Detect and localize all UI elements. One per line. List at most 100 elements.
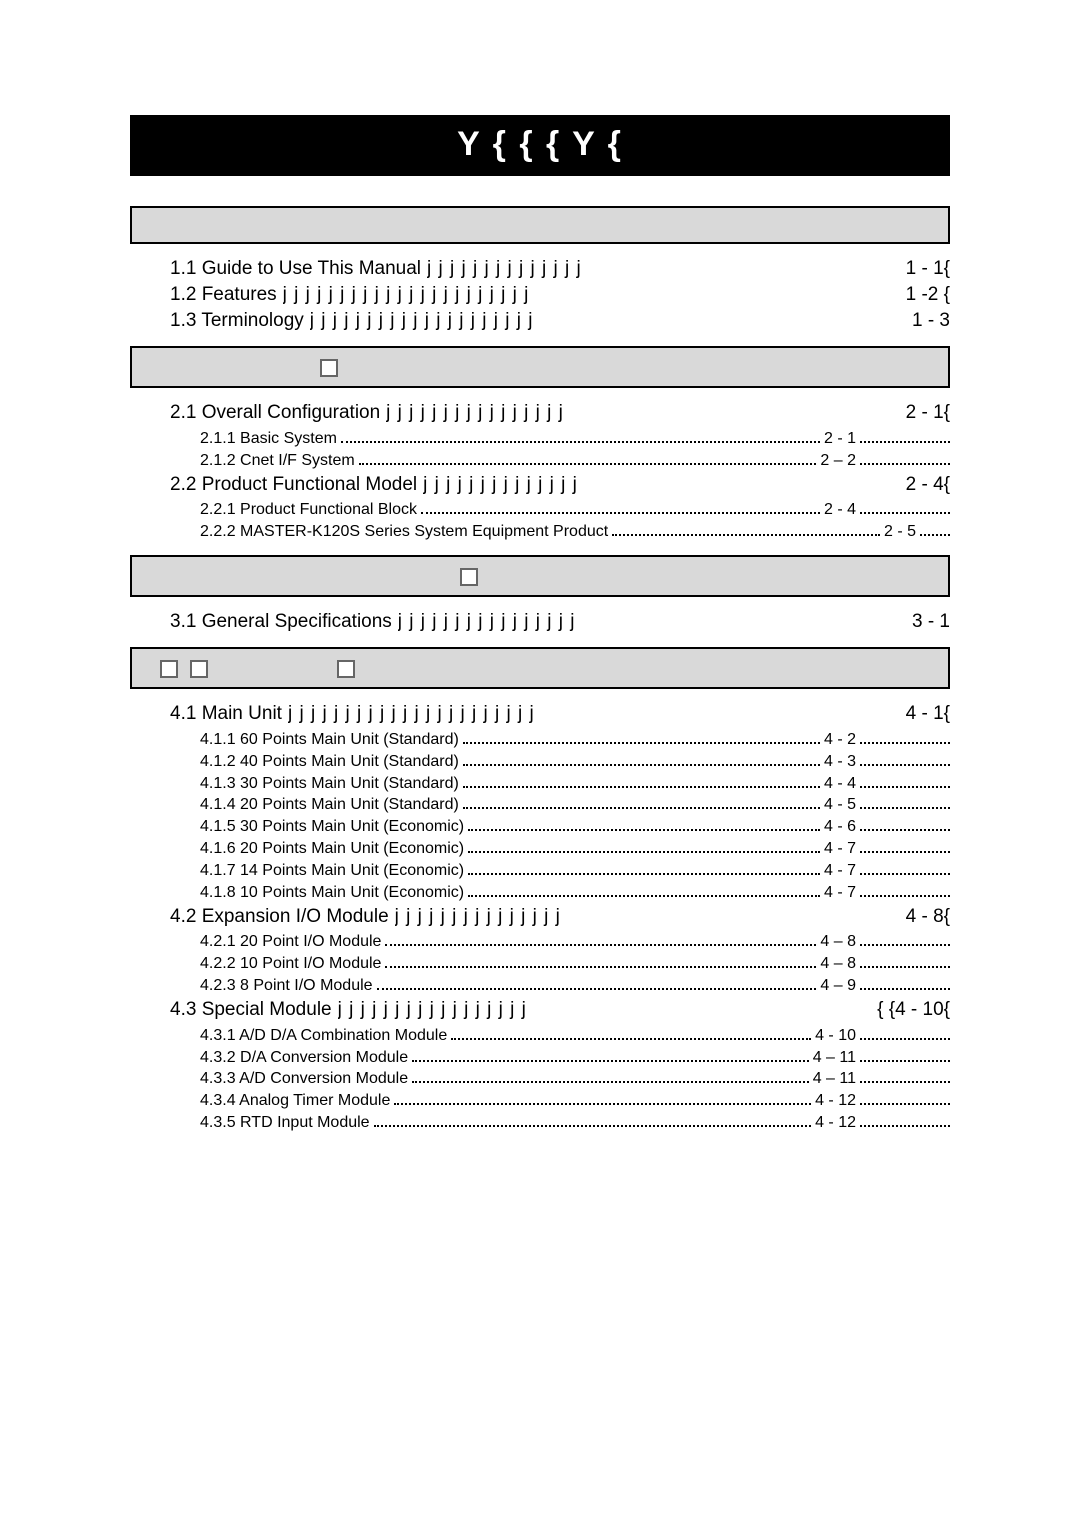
section-page: 1 - 3: [912, 310, 950, 332]
toc-subsection: 4.3.5 RTD Input Module4 - 12: [200, 1112, 950, 1132]
sub-fill: [463, 729, 820, 744]
toc-subsection: 2.2.1 Product Functional Block 2 - 4: [200, 500, 950, 520]
sub-page: 4 - 10: [815, 1027, 856, 1045]
trail-dots: [860, 1112, 950, 1127]
toc-subsection: 4.1.4 20 Points Main Unit (Standard) 4 - …: [200, 795, 950, 815]
sub-label: 4.1.2 40 Points Main Unit (Standard): [200, 753, 459, 771]
chapter4-checkbox-1: [160, 660, 178, 678]
toc-subsection: 4.3.3 A/D Conversion Module4 – 11: [200, 1069, 950, 1089]
trail-dots: [860, 1069, 950, 1084]
sub-page: 4 – 11: [813, 1049, 856, 1067]
toc-section: 2.2 Product Functional Modelj j j j j j …: [170, 474, 950, 496]
sub-page: 2 - 5: [884, 523, 916, 541]
section-page: 4 - 1{: [906, 703, 950, 725]
sub-fill: [385, 932, 816, 947]
section-fill: j j j j j j j j j j j j j j j j j j j j: [310, 310, 906, 332]
sub-label: 4.1.3 30 Points Main Unit (Standard): [200, 775, 459, 793]
section-label: 1.2 Features: [170, 284, 277, 306]
trail-dots: [860, 882, 950, 897]
trail-dots: [860, 729, 950, 744]
sub-page: 4 - 5: [824, 796, 856, 814]
sub-page: 4 - 7: [824, 862, 856, 880]
chapter2-checkbox: [320, 359, 338, 377]
chapter2-bar: [130, 346, 950, 388]
sub-page: 2 - 4: [824, 501, 856, 519]
sub-label: 4.1.7 14 Points Main Unit (Economic): [200, 862, 464, 880]
toc-subsection: 2.1.1 Basic System 2 - 1: [200, 428, 950, 448]
trail-dots: [860, 953, 950, 968]
sub-fill: [394, 1090, 811, 1105]
sub-label: 2.2.1 Product Functional Block: [200, 501, 417, 519]
section-label: 4.2 Expansion I/O Module: [170, 906, 389, 928]
sub-page: 4 – 9: [820, 977, 856, 995]
sub-fill: [463, 751, 820, 766]
toc-subsection: 4.3.1 A/D D/A Combination Module4 - 10: [200, 1025, 950, 1045]
sub-label: 2.1.2 Cnet I/F System: [200, 452, 355, 470]
toc-subsection: 2.2.2 MASTER-K120S Series System Equipme…: [200, 521, 950, 541]
toc-subsection: 4.1.6 20 Points Main Unit (Economic)4 - …: [200, 838, 950, 858]
chapter1-bar: [130, 206, 950, 244]
toc-subsection: 4.1.8 10 Points Main Unit (Economic)4 - …: [200, 882, 950, 902]
section-page: 2 - 4{: [906, 474, 950, 496]
sub-page: 4 - 4: [824, 775, 856, 793]
sub-page: 4 - 12: [815, 1092, 856, 1110]
sub-fill: [612, 521, 880, 536]
sub-page: 4 – 11: [813, 1070, 856, 1088]
sub-label: 2.2.2 MASTER-K120S Series System Equipme…: [200, 523, 608, 541]
toc-subsection: 4.1.2 40 Points Main Unit (Standard)4 - …: [200, 751, 950, 771]
sub-page: 4 - 2: [824, 731, 856, 749]
sub-page: 4 - 12: [815, 1114, 856, 1132]
section-page: 1 -2 {: [906, 284, 950, 306]
sub-page: 2 - 1: [824, 430, 856, 448]
section-fill: j j j j j j j j j j j j j j j j j j j j …: [288, 703, 900, 725]
sub-page: 4 - 6: [824, 818, 856, 836]
section-page: 1 - 1{: [906, 258, 950, 280]
trail-dots: [860, 773, 950, 788]
toc-subsection: 4.2.1 20 Point I/O Module 4 – 8: [200, 932, 950, 952]
sub-fill: [463, 773, 820, 788]
toc-section: 4.1 Main Unit j j j j j j j j j j j j j j…: [170, 703, 950, 725]
sub-label: 4.1.5 30 Points Main Unit (Economic): [200, 818, 464, 836]
trail-dots: [860, 450, 950, 465]
section-fill: j j j j j j j j j j j j j j j j j j j j …: [283, 284, 900, 306]
trail-dots: [860, 838, 950, 853]
sub-label: 4.3.4 Analog Timer Module: [200, 1092, 390, 1110]
toc-subsection: 4.1.5 30 Points Main Unit (Economic) 4 - …: [200, 816, 950, 836]
toc-section: 1.3 Terminologyj j j j j j j j j j j j j…: [170, 310, 950, 332]
toc-subsection: 4.1.7 14 Points Main Unit (Economic) 4 - …: [200, 860, 950, 880]
toc-subsection: 4.1.1 60 Points Main Unit (Standard)4 - …: [200, 729, 950, 749]
section-fill: j j j j j j j j j j j j j j j j j: [338, 999, 871, 1021]
section-label: 3.1 General Specifications: [170, 611, 392, 633]
toc-section: 4.3 Special Modulej j j j j j j j j j j …: [170, 999, 950, 1021]
title-bar: Y { { { Y {: [130, 115, 950, 176]
sub-fill: [463, 795, 820, 810]
sub-page: 4 – 8: [820, 933, 856, 951]
section-label: 2.1 Overall Configuration: [170, 402, 380, 424]
sub-label: 2.1.1 Basic System: [200, 430, 337, 448]
toc-page: Y { { { Y { 1.1 Guide to Use This Manual…: [0, 0, 1080, 1528]
trail-dots: [860, 1047, 950, 1062]
sub-label: 4.3.2 D/A Conversion Module: [200, 1049, 408, 1067]
toc-subsection: 4.2.3 8 Point I/O Module4 – 9: [200, 975, 950, 995]
sub-fill: [341, 428, 820, 443]
sub-fill: [412, 1069, 809, 1084]
chapter4-checkbox-3: [337, 660, 355, 678]
section-fill: j j j j j j j j j j j j j j j j: [386, 402, 899, 424]
toc-subsection: 4.3.4 Analog Timer Module 4 - 12: [200, 1090, 950, 1110]
sub-page: 4 - 7: [824, 884, 856, 902]
trail-dots: [860, 860, 950, 875]
toc-subsection: 4.1.3 30 Points Main Unit (Standard) 4 - …: [200, 773, 950, 793]
sub-label: 4.1.4 20 Points Main Unit (Standard): [200, 796, 459, 814]
sub-fill: [468, 838, 820, 853]
trail-dots: [860, 932, 950, 947]
trail-dots: [920, 521, 950, 536]
sub-fill: [468, 816, 820, 831]
sub-fill: [421, 500, 820, 515]
section-label: 4.1 Main Unit: [170, 703, 282, 725]
sub-label: 4.2.2 10 Point I/O Module: [200, 955, 381, 973]
section-fill: j j j j j j j j j j j j j j j j: [398, 611, 906, 633]
toc-subsection: 2.1.2 Cnet I/F System2 – 2: [200, 450, 950, 470]
sub-label: 4.2.1 20 Point I/O Module: [200, 933, 381, 951]
toc-section: 4.2 Expansion I/O Module j j j j j j j j …: [170, 906, 950, 928]
section-fill: j j j j j j j j j j j j j j j: [395, 906, 900, 928]
